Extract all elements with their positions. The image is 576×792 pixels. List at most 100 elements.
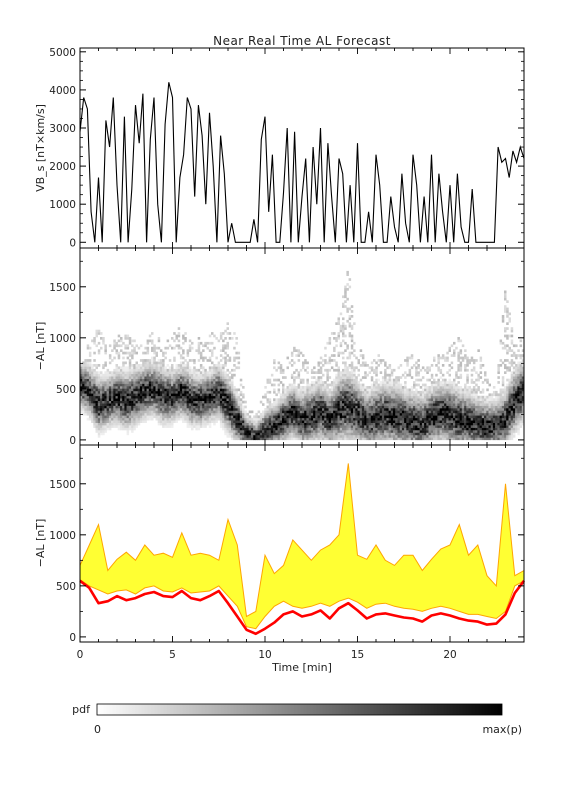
pdf-cell [233,359,236,362]
pdf-cell [186,408,190,411]
pdf-cell [353,427,356,431]
pdf-cell [124,388,127,392]
pdf-cell [308,388,312,392]
pdf-cell [475,435,478,438]
pdf-cell [277,430,281,433]
pdf-cell [211,361,214,365]
pdf-cell [344,285,347,289]
pdf-cell [401,403,405,406]
pdf-cell [126,386,130,389]
pdf-cell [428,368,431,372]
pdf-cell [457,351,460,355]
pdf-cell [88,400,92,404]
pdf-cell [148,364,152,367]
pdf-cell [228,420,232,423]
pdf-cell [204,381,207,384]
pdf-cell [417,410,420,414]
pdf-cell [415,403,418,406]
pdf-cell [342,435,345,438]
pdf-cell [84,373,87,377]
pdf-cell [441,388,445,392]
pdf-cell [97,432,101,436]
pdf-cell [397,393,400,397]
pdf-cell [388,437,392,441]
pdf-cell [388,388,392,392]
pdf-cell [386,417,389,421]
pdf-cell [406,425,409,428]
pdf-cell [310,403,314,406]
pdf-cell [148,408,152,411]
pdf-cell [373,427,376,431]
pdf-cell [144,405,147,409]
pdf-cell [433,412,436,416]
pdf-cell [273,427,276,431]
pdf-cell [224,417,227,421]
pdf-cell [142,371,145,374]
pdf-cell [191,393,194,397]
pdf-cell [364,420,367,423]
pdf-cell [159,386,163,389]
pdf-cell [477,405,480,409]
pdf-cell [233,332,236,335]
pdf-cell [284,400,287,404]
pdf-cell [377,388,380,392]
pdf-cell [308,403,312,406]
pdf-cell [95,422,98,426]
pdf-cell [224,412,227,416]
pdf-cell [415,371,418,374]
pdf-cell [233,410,236,414]
pdf-cell [306,437,309,441]
pdf-cell [173,408,176,411]
pdf-cell [111,390,114,394]
pdf-cell [179,388,183,392]
pdf-cell [357,386,360,389]
pdf-cell [237,430,241,433]
pdf-cell [339,344,343,348]
pdf-cell [339,398,343,401]
pdf-cell [406,388,409,392]
pdf-cell [468,393,471,397]
pdf-cell [224,398,227,401]
pdf-cell [91,364,94,367]
pdf-cell [211,417,214,421]
pdf-cell [370,395,374,399]
pdf-cell [111,359,114,362]
pdf-cell [182,403,185,406]
pdf-cell [364,386,367,389]
pdf-cell [259,437,263,441]
pdf-cell [310,383,314,387]
pdf-cell [477,395,480,399]
pdf-cell [404,437,407,441]
pdf-cell [401,405,405,409]
pdf-cell [348,405,352,409]
pdf-cell [384,425,387,428]
pdf-cell [419,390,423,394]
pdf-cell [408,408,412,411]
pdf-cell [173,412,176,416]
pdf-cell [470,393,474,397]
pdf-cell [377,383,380,387]
pdf-cell [350,412,354,416]
pdf-cell [344,410,347,414]
pdf-cell [477,410,480,414]
pdf-cell [297,405,301,409]
pdf-cell [468,427,471,431]
pdf-cell [435,430,438,433]
pdf-cell [124,351,127,355]
pdf-cell [228,417,232,421]
pdf-cell [144,386,147,389]
pdf-cell [146,393,150,397]
pdf-cell [102,381,105,384]
pdf-cell [408,430,412,433]
pdf-cell [433,408,436,411]
pdf-cell [468,388,471,392]
pdf-cell [179,376,183,379]
pdf-cell [248,437,252,441]
pdf-cell [448,430,451,433]
pdf-cell [113,390,116,394]
pdf-cell [199,412,203,416]
pdf-cell [239,390,243,394]
pdf-cell [326,371,329,374]
pdf-cell [139,417,143,421]
pdf-cell [270,417,274,421]
